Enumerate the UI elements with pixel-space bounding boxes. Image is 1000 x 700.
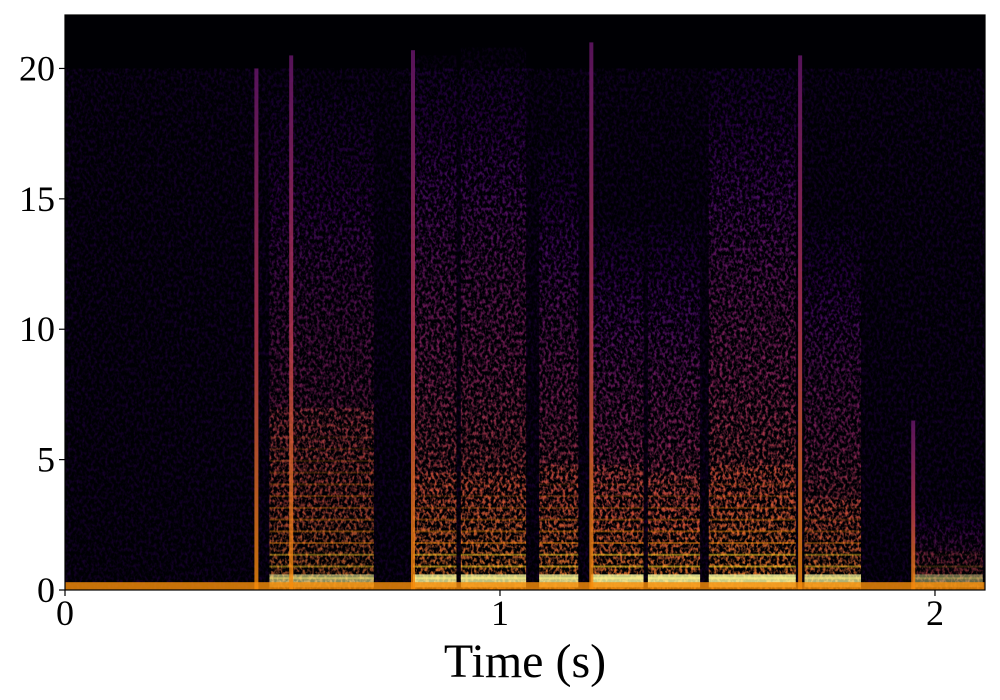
segment-low-energy [269, 407, 374, 590]
spectral-segment-7 [804, 224, 862, 590]
spectral-segment-5 [647, 224, 701, 590]
segment-low-energy [591, 464, 644, 590]
plot-frame [64, 14, 986, 591]
y-tick-label: 0 [37, 570, 55, 610]
y-tick-label: 15 [19, 179, 55, 219]
y-tick-label: 5 [37, 440, 55, 480]
transient-line-2 [410, 50, 415, 590]
spectral-segment-1 [412, 55, 457, 590]
spectral-segment-0 [269, 94, 374, 590]
transient-line-0 [254, 68, 259, 590]
low-frequency-band [65, 582, 985, 590]
x-tick-label: 2 [926, 593, 944, 633]
spectral-segment-2 [460, 47, 527, 590]
transient-line-4 [798, 55, 803, 590]
segment-low-energy [460, 472, 527, 590]
segment-low-energy [539, 464, 579, 590]
y-tick-label: 10 [19, 309, 55, 349]
transient-line-1 [289, 55, 294, 590]
spectral-segment-8 [913, 503, 983, 590]
spectral-segment-3 [539, 146, 579, 590]
segment-low-energy [708, 464, 796, 590]
x-tick-label: 0 [56, 593, 74, 633]
x-tick-label: 1 [491, 593, 509, 633]
transient-line-5 [911, 420, 916, 590]
spectral-segment-4 [591, 224, 644, 590]
x-axis-label: Time (s) [444, 635, 606, 688]
segment-low-energy [412, 472, 457, 590]
y-tick-label: 20 [19, 48, 55, 88]
transient-line-3 [589, 42, 594, 590]
segment-low-energy [647, 472, 701, 590]
spectral-segment-6 [708, 68, 796, 590]
